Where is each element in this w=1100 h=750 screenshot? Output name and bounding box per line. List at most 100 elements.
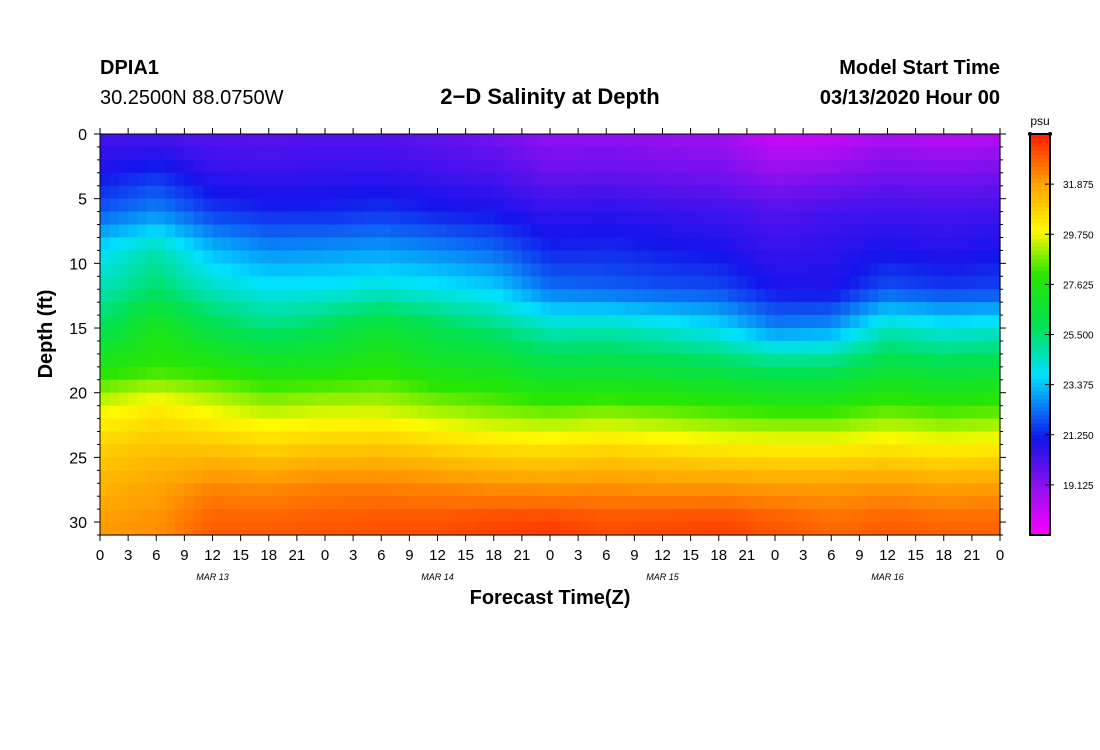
heatmap-cell xyxy=(803,392,814,407)
heatmap-cell xyxy=(850,250,860,264)
heatmap-cell xyxy=(709,185,720,200)
heatmap-cell xyxy=(803,134,814,148)
heatmap-cell xyxy=(953,431,964,446)
heatmap-cell xyxy=(596,392,607,407)
heatmap-cell xyxy=(100,276,110,290)
heatmap-cell xyxy=(934,522,945,536)
heatmap-cell xyxy=(587,237,598,252)
heatmap-cell xyxy=(390,366,401,381)
heatmap-cell xyxy=(146,522,157,536)
heatmap-cell xyxy=(184,172,195,187)
heatmap-cell xyxy=(325,496,335,510)
heatmap-cell xyxy=(325,431,335,446)
heatmap-cell xyxy=(859,470,870,484)
heatmap-cell xyxy=(981,496,992,510)
heatmap-cell xyxy=(531,483,542,497)
heatmap-cell xyxy=(503,457,514,471)
heatmap-cell xyxy=(240,159,251,174)
heatmap-cell xyxy=(268,237,279,252)
colorbar-segment xyxy=(1030,174,1050,179)
colorbar-segment xyxy=(1030,158,1050,163)
heatmap-cell xyxy=(765,353,776,368)
heatmap-cell xyxy=(662,237,673,252)
heatmap-cell xyxy=(409,146,420,161)
heatmap-cell xyxy=(362,366,373,381)
heatmap-cell xyxy=(653,392,664,407)
heatmap-cell xyxy=(250,172,260,187)
heatmap-cell xyxy=(728,198,739,213)
heatmap-cell xyxy=(128,405,139,420)
heatmap-cell xyxy=(850,224,860,239)
heatmap-cell xyxy=(165,328,176,342)
heatmap-cell xyxy=(306,509,317,523)
heatmap-cell xyxy=(653,366,664,381)
heatmap-cell xyxy=(175,431,185,446)
heatmap-cell xyxy=(540,457,551,471)
heatmap-cell xyxy=(784,276,795,290)
heatmap-cell xyxy=(775,470,785,484)
heatmap-cell xyxy=(700,353,710,368)
heatmap-cell xyxy=(343,146,354,161)
heatmap-cell xyxy=(306,315,317,329)
heatmap-cell xyxy=(953,224,964,239)
heatmap-cell xyxy=(240,405,251,420)
heatmap-cell xyxy=(512,496,523,510)
heatmap-cell xyxy=(868,289,879,303)
heatmap-cell xyxy=(221,289,232,303)
heatmap-cell xyxy=(128,172,139,187)
heatmap-cell xyxy=(193,289,204,303)
heatmap-cell xyxy=(803,250,814,264)
heatmap-cell xyxy=(446,172,457,187)
heatmap-cell xyxy=(165,211,176,226)
heatmap-cell xyxy=(587,289,598,303)
heatmap-cell xyxy=(812,444,823,458)
heatmap-cell xyxy=(371,315,382,329)
heatmap-cell xyxy=(737,457,748,471)
heatmap-cell xyxy=(128,263,139,277)
heatmap-cell xyxy=(306,366,317,381)
heatmap-cell xyxy=(934,392,945,407)
heatmap-cell xyxy=(662,134,673,148)
heatmap-cell xyxy=(962,405,973,420)
heatmap-cell xyxy=(850,522,860,536)
heatmap-cell xyxy=(746,379,757,394)
heatmap-cell xyxy=(606,276,617,290)
heatmap-cell xyxy=(737,379,748,394)
heatmap-cell xyxy=(775,496,785,510)
heatmap-cell xyxy=(381,146,392,161)
heatmap-cell xyxy=(700,328,710,342)
heatmap-cell xyxy=(353,263,364,277)
heatmap-cell xyxy=(578,509,589,523)
heatmap-cell xyxy=(868,185,879,200)
heatmap-cell xyxy=(334,146,345,161)
colorbar-segment xyxy=(1030,298,1050,304)
heatmap-cell xyxy=(662,289,673,303)
heatmap-cell xyxy=(521,185,532,200)
heatmap-cell xyxy=(990,250,1001,264)
heatmap-cell xyxy=(559,224,570,239)
heatmap-cell xyxy=(953,328,964,342)
heatmap-cell xyxy=(878,198,889,213)
heatmap-cell xyxy=(484,315,495,329)
heatmap-cell xyxy=(456,496,467,510)
heatmap-cell xyxy=(184,509,195,523)
heatmap-cell xyxy=(118,457,129,471)
heatmap-cell xyxy=(334,444,345,458)
heatmap-cell xyxy=(175,522,185,536)
heatmap-cell xyxy=(878,418,889,433)
heatmap-cell xyxy=(821,289,832,303)
heatmap-cell xyxy=(690,250,701,264)
heatmap-cell xyxy=(737,302,748,316)
heatmap-cell xyxy=(700,431,710,446)
heatmap-cell xyxy=(971,315,982,329)
heatmap-cell xyxy=(512,134,523,148)
heatmap-cell xyxy=(896,250,907,264)
heatmap-cell xyxy=(175,198,185,213)
heatmap-cell xyxy=(981,276,992,290)
heatmap-cell xyxy=(850,263,860,277)
heatmap-cell xyxy=(128,431,139,446)
heatmap-cell xyxy=(953,302,964,316)
heatmap-cell xyxy=(981,315,992,329)
heatmap-cell xyxy=(990,276,1001,290)
heatmap-cell xyxy=(990,185,1001,200)
